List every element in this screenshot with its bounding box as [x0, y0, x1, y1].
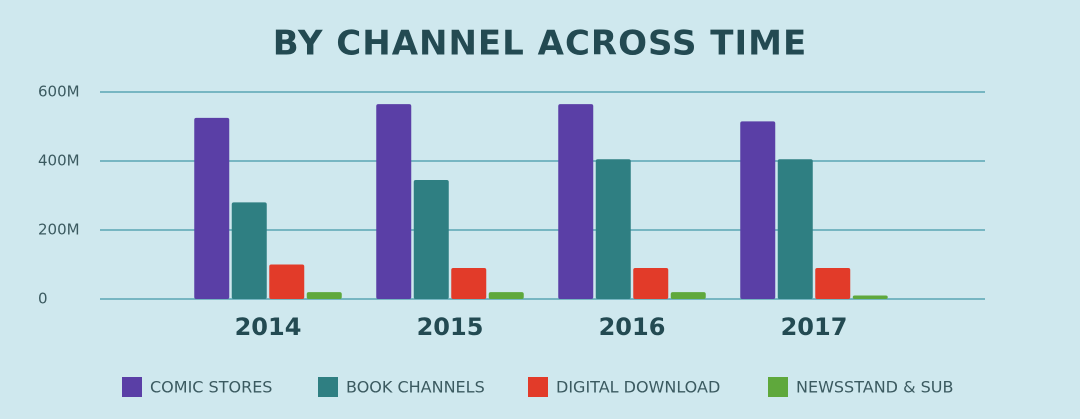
bar	[488, 292, 524, 299]
bar	[852, 295, 888, 299]
legend-swatch	[318, 377, 338, 397]
bar	[595, 159, 631, 299]
bar	[815, 267, 851, 299]
y-tick-label: 200M	[38, 221, 80, 239]
legend-label: DIGITAL DOWNLOAD	[556, 378, 720, 397]
bar	[777, 159, 813, 299]
bar	[740, 121, 776, 299]
y-tick-label: 400M	[38, 152, 80, 170]
bar	[194, 117, 230, 299]
bar	[306, 292, 342, 299]
bar	[376, 104, 412, 299]
legend-swatch	[768, 377, 788, 397]
bar	[633, 267, 669, 299]
legend-label: NEWSSTAND & SUB	[796, 378, 953, 397]
x-tick-label: 2014	[235, 313, 302, 341]
legend-swatch	[528, 377, 548, 397]
bar	[670, 292, 706, 299]
bar	[269, 264, 305, 299]
y-tick-label: 600M	[38, 83, 80, 101]
bar	[231, 202, 267, 299]
chart-title: BY CHANNEL ACROSS TIME	[273, 24, 807, 64]
y-tick-label: 0	[38, 290, 48, 308]
bar	[413, 179, 449, 299]
x-tick-label: 2015	[417, 313, 484, 341]
legend-swatch	[122, 377, 142, 397]
bar	[451, 267, 487, 299]
x-tick-label: 2016	[599, 313, 666, 341]
x-tick-label: 2017	[781, 313, 848, 341]
bar	[558, 104, 594, 299]
legend-label: COMIC STORES	[150, 378, 272, 397]
legend-label: BOOK CHANNELS	[346, 378, 485, 397]
